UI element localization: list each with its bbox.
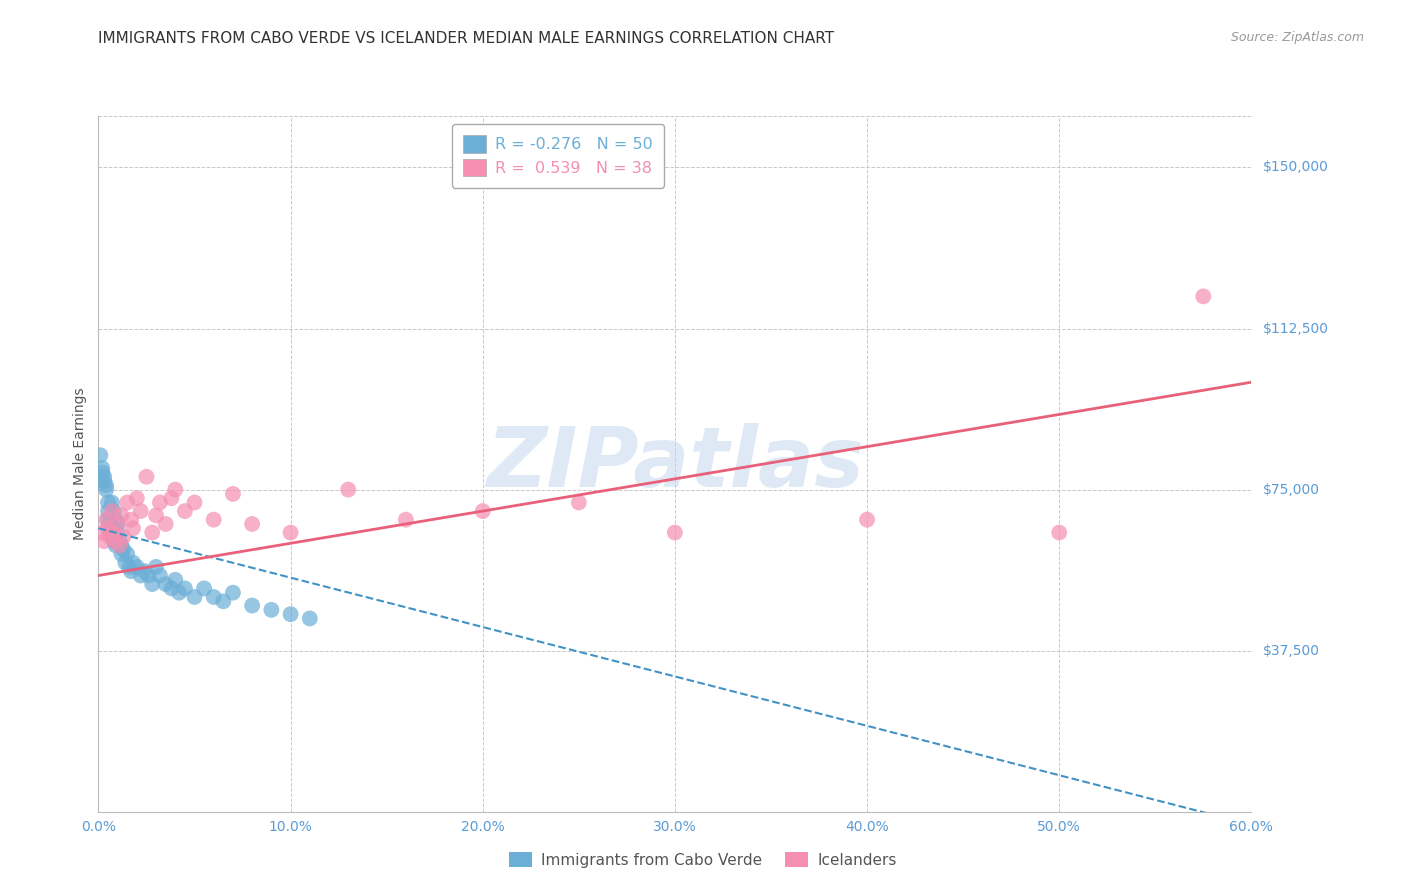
Point bbox=[1047, 525, 1070, 540]
Point bbox=[107, 516, 129, 531]
Point bbox=[145, 508, 167, 523]
Point bbox=[149, 495, 172, 509]
Point bbox=[97, 513, 120, 527]
Point bbox=[222, 487, 245, 501]
Point bbox=[110, 547, 132, 561]
Text: ZIPatlas: ZIPatlas bbox=[486, 424, 863, 504]
Point bbox=[104, 534, 127, 549]
Point bbox=[103, 504, 125, 518]
Point bbox=[222, 585, 245, 599]
Point bbox=[240, 599, 263, 613]
Point bbox=[101, 504, 124, 518]
Point bbox=[183, 495, 205, 509]
Point bbox=[91, 466, 114, 480]
Point bbox=[120, 564, 142, 578]
Point bbox=[337, 483, 360, 497]
Legend: Immigrants from Cabo Verde, Icelanders: Immigrants from Cabo Verde, Icelanders bbox=[502, 844, 904, 875]
Point bbox=[260, 603, 283, 617]
Point bbox=[193, 582, 215, 596]
Point bbox=[1192, 289, 1215, 303]
Text: Source: ZipAtlas.com: Source: ZipAtlas.com bbox=[1230, 31, 1364, 45]
Point bbox=[98, 530, 121, 544]
Point bbox=[125, 560, 148, 574]
Point bbox=[107, 516, 129, 531]
Point bbox=[141, 525, 163, 540]
Point bbox=[280, 607, 302, 622]
Point bbox=[94, 478, 117, 492]
Point bbox=[97, 495, 120, 509]
Point bbox=[104, 513, 127, 527]
Point bbox=[149, 568, 172, 582]
Text: $150,000: $150,000 bbox=[1263, 161, 1329, 175]
Point bbox=[165, 573, 187, 587]
Point bbox=[91, 461, 114, 475]
Point bbox=[93, 474, 115, 488]
Point bbox=[135, 469, 157, 483]
Point bbox=[94, 513, 117, 527]
Point bbox=[167, 585, 190, 599]
Point bbox=[104, 538, 127, 552]
Point bbox=[91, 525, 114, 540]
Point bbox=[174, 504, 197, 518]
Legend: R = -0.276   N = 50, R =  0.539   N = 38: R = -0.276 N = 50, R = 0.539 N = 38 bbox=[453, 124, 665, 187]
Point bbox=[145, 560, 167, 574]
Point bbox=[129, 568, 152, 582]
Point bbox=[97, 521, 120, 535]
Point bbox=[112, 542, 135, 557]
Point bbox=[93, 469, 115, 483]
Point bbox=[202, 513, 225, 527]
Point bbox=[174, 582, 197, 596]
Point bbox=[117, 495, 138, 509]
Point bbox=[856, 513, 879, 527]
Text: $37,500: $37,500 bbox=[1263, 644, 1319, 657]
Point bbox=[101, 495, 124, 509]
Point bbox=[664, 525, 686, 540]
Point bbox=[183, 590, 205, 604]
Text: $112,500: $112,500 bbox=[1263, 321, 1329, 335]
Point bbox=[97, 504, 120, 518]
Point bbox=[395, 513, 418, 527]
Point bbox=[117, 547, 138, 561]
Point bbox=[107, 525, 129, 540]
Point bbox=[114, 556, 136, 570]
Point bbox=[141, 577, 163, 591]
Point bbox=[103, 525, 125, 540]
Point bbox=[280, 525, 302, 540]
Point bbox=[110, 508, 132, 523]
Point bbox=[160, 491, 183, 506]
Point bbox=[155, 577, 177, 591]
Point bbox=[108, 538, 131, 552]
Point bbox=[89, 448, 111, 462]
Point bbox=[122, 521, 145, 535]
Y-axis label: Median Male Earnings: Median Male Earnings bbox=[73, 387, 87, 541]
Text: IMMIGRANTS FROM CABO VERDE VS ICELANDER MEDIAN MALE EARNINGS CORRELATION CHART: IMMIGRANTS FROM CABO VERDE VS ICELANDER … bbox=[98, 31, 835, 46]
Point bbox=[98, 525, 121, 540]
Text: $75,000: $75,000 bbox=[1263, 483, 1319, 497]
Point bbox=[101, 530, 124, 544]
Point bbox=[471, 504, 494, 518]
Point bbox=[94, 483, 117, 497]
Point bbox=[93, 534, 115, 549]
Point bbox=[240, 516, 263, 531]
Point bbox=[98, 516, 121, 531]
Point bbox=[568, 495, 591, 509]
Point bbox=[155, 516, 177, 531]
Point bbox=[202, 590, 225, 604]
Point bbox=[122, 556, 145, 570]
Point bbox=[118, 560, 141, 574]
Point bbox=[125, 491, 148, 506]
Point bbox=[120, 513, 142, 527]
Point bbox=[165, 483, 187, 497]
Point bbox=[134, 564, 156, 578]
Point bbox=[110, 538, 132, 552]
Point bbox=[103, 534, 125, 549]
Point bbox=[112, 530, 135, 544]
Point bbox=[212, 594, 235, 608]
Point bbox=[108, 534, 131, 549]
Point bbox=[129, 504, 152, 518]
Point bbox=[298, 611, 321, 625]
Point bbox=[138, 568, 160, 582]
Point bbox=[160, 582, 183, 596]
